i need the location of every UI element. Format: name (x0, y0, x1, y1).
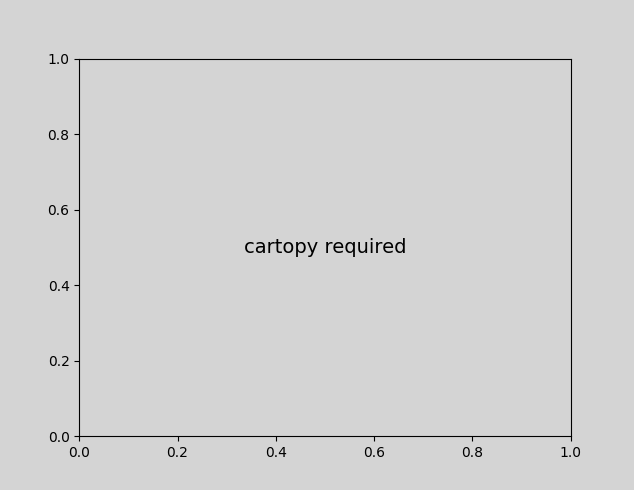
Text: cartopy required: cartopy required (243, 238, 406, 257)
